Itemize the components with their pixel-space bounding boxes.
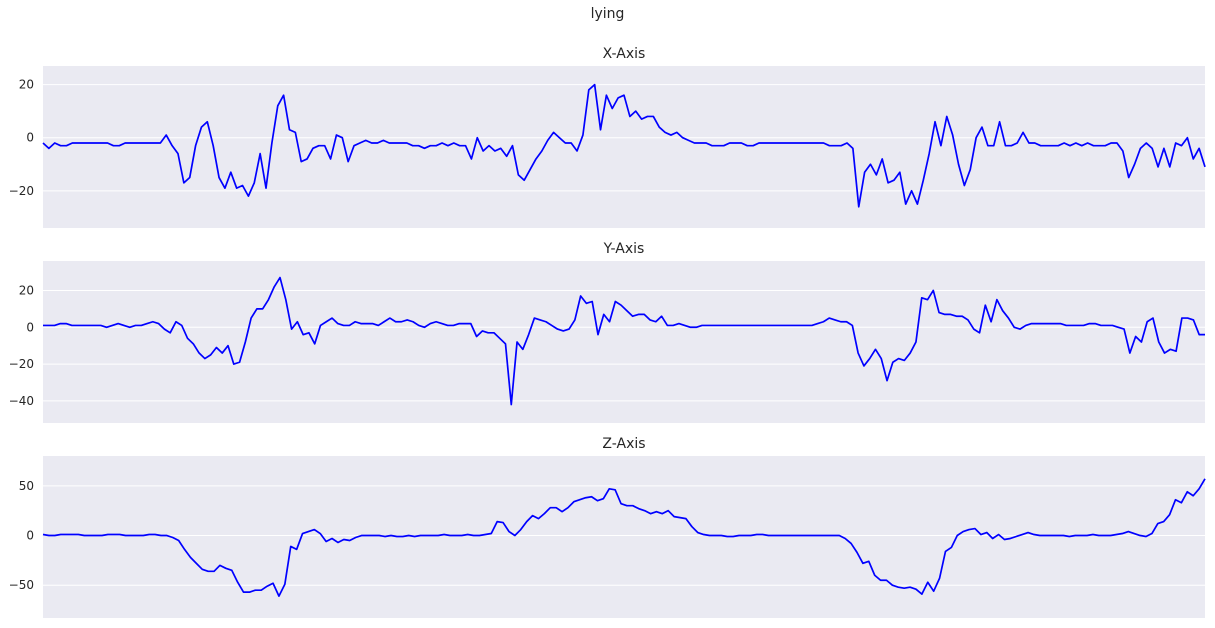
plot-area (43, 456, 1205, 618)
y-tick-label: −20 (9, 357, 34, 371)
y-tick-label: 0 (26, 320, 34, 334)
series-line (43, 276, 1205, 406)
plot-area (43, 261, 1205, 423)
figure-title: lying (590, 6, 625, 22)
y-tick-label: −20 (9, 184, 34, 198)
series-line (42, 83, 1206, 208)
y-tick-label: 20 (19, 283, 34, 297)
series-line (42, 478, 1206, 597)
subplot-1: X-Axis 20 0 −20 (9, 46, 1206, 228)
subplot-2: Y-Axis 20 0 −20 −40 (9, 241, 1205, 423)
plot-area (43, 66, 1205, 228)
subplot-title: X-Axis (603, 46, 646, 62)
subplot-title: Y-Axis (603, 241, 645, 257)
subplot-title: Z-Axis (602, 436, 645, 452)
y-tick-label: 0 (26, 131, 34, 145)
y-tick-label: 0 (26, 529, 34, 543)
y-tick-label: 50 (19, 479, 34, 493)
y-tick-label: −50 (9, 578, 34, 592)
y-tick-label: −40 (9, 394, 34, 408)
y-tick-label: 20 (19, 78, 34, 92)
subplot-3: Z-Axis 50 0 −50 (9, 436, 1206, 618)
